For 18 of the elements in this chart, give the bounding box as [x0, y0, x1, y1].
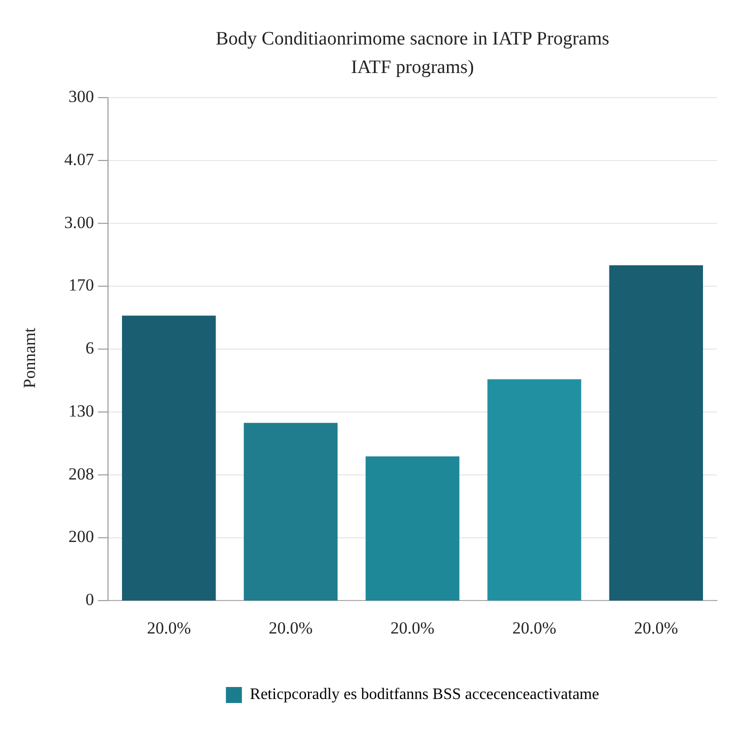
x-tick-label: 20.0% — [512, 618, 556, 638]
y-axis-title: Ponnamt — [20, 328, 40, 388]
x-tick-label: 20.0% — [268, 618, 313, 638]
text: 208 — [68, 464, 94, 484]
text: 3.00 — [64, 212, 94, 232]
legend-label: Reticpcoradly es boditfanns BSS accecenceactivatame — [250, 686, 600, 704]
text: 0 — [86, 590, 94, 610]
x-tick-label: 20.0% — [146, 618, 191, 638]
text: 300 — [68, 87, 94, 106]
chart-subtitle: IATF programs) — [351, 57, 474, 78]
x-tick-label: 20.0% — [390, 618, 434, 638]
chart-title: Body Conditiaonrimome sacnore in IATP Programs — [216, 28, 610, 50]
text: 130 — [68, 401, 94, 420]
text: 170 — [68, 276, 94, 295]
text: 4.07 — [64, 150, 94, 169]
text: 6 — [86, 338, 94, 358]
text: 200 — [68, 527, 94, 546]
x-tick-label: 20.0% — [634, 618, 678, 638]
